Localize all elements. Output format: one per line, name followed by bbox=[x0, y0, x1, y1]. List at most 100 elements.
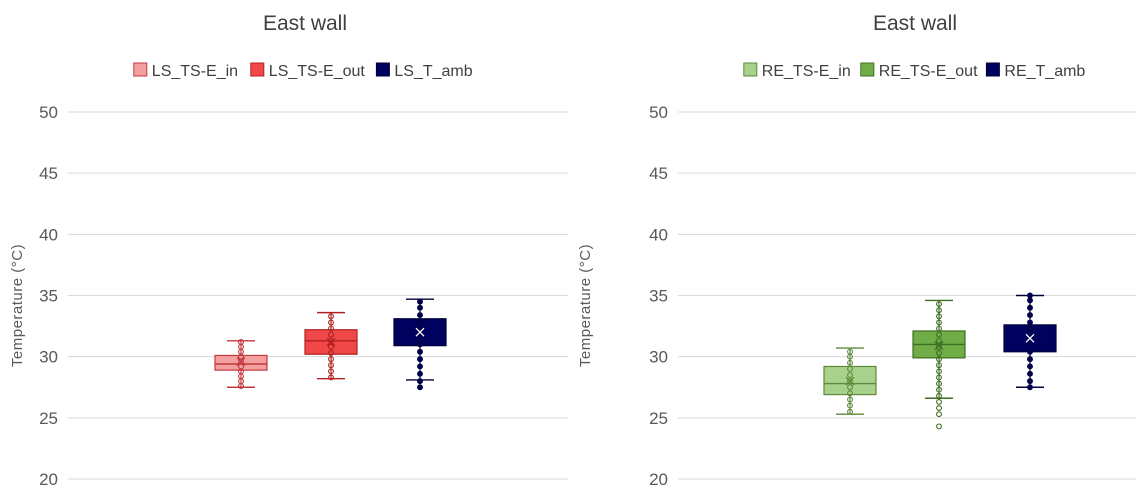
data-point-1-16 bbox=[936, 319, 942, 326]
y-tick-label-30: 30 bbox=[39, 348, 58, 367]
data-point-1-14 bbox=[936, 331, 942, 338]
legend-label-0: LS_TS-E_in bbox=[152, 63, 238, 80]
y-tick-label-35: 35 bbox=[39, 287, 58, 306]
y-tick-label-35: 35 bbox=[649, 287, 668, 306]
data-point-1-7 bbox=[936, 374, 942, 381]
y-axis-label: Temperature (°C) bbox=[9, 244, 26, 367]
data-point-2-9 bbox=[1027, 319, 1033, 326]
data-point-2-6 bbox=[1027, 341, 1033, 348]
data-point-0-10 bbox=[847, 348, 853, 355]
legend-swatch-1 bbox=[250, 62, 265, 77]
data-point-1-10 bbox=[328, 313, 334, 320]
data-point-2-8 bbox=[1027, 326, 1033, 333]
data-point-0-8 bbox=[847, 359, 853, 366]
data-point-2-9 bbox=[417, 319, 423, 326]
y-tick-label-40: 40 bbox=[39, 225, 58, 244]
mean-marker-1 bbox=[934, 341, 944, 351]
data-point-2-3 bbox=[1027, 363, 1033, 370]
chart-title: East wall bbox=[873, 12, 957, 35]
data-point-0-4 bbox=[847, 384, 853, 391]
data-point-0-7 bbox=[847, 365, 853, 372]
legend-label-2: RE_T_amb bbox=[1004, 63, 1085, 80]
data-point-1-0 bbox=[936, 423, 942, 430]
y-tick-label-45: 45 bbox=[649, 164, 668, 183]
mean-marker-2 bbox=[1025, 333, 1035, 343]
y-tick-label-30: 30 bbox=[649, 348, 668, 367]
data-point-1-5 bbox=[328, 343, 334, 350]
legend-swatch-0 bbox=[743, 62, 758, 77]
legend-label-0: RE_TS-E_in bbox=[762, 63, 851, 80]
data-point-1-8 bbox=[936, 368, 942, 375]
data-point-2-1 bbox=[1027, 378, 1033, 385]
data-point-0-1 bbox=[847, 402, 853, 409]
data-point-0-3 bbox=[847, 390, 853, 397]
data-point-2-4 bbox=[1027, 356, 1033, 363]
legend-swatch-2 bbox=[375, 62, 390, 77]
data-point-1-3 bbox=[936, 398, 942, 405]
y-axis-label: Temperature (°C) bbox=[577, 244, 594, 367]
data-point-2-12 bbox=[417, 298, 423, 305]
data-point-2-2 bbox=[417, 370, 423, 377]
chart-title: East wall bbox=[263, 12, 347, 35]
data-point-2-11 bbox=[417, 304, 423, 311]
data-point-2-11 bbox=[1027, 304, 1033, 311]
chart-panel-left: East wall 20 25 30 35 40 45 50 Temperature (°C) L… bbox=[0, 0, 600, 489]
data-point-0-2 bbox=[847, 396, 853, 403]
data-point-2-5 bbox=[1027, 348, 1033, 355]
data-point-1-2 bbox=[328, 362, 334, 369]
box-plot-right: East wall 20 25 30 35 40 45 50 Temperature (°C) R… bbox=[577, 12, 1136, 489]
y-tick-label-25: 25 bbox=[39, 409, 58, 428]
data-point-2-1 bbox=[417, 378, 423, 385]
y-tick-label-50: 50 bbox=[649, 103, 668, 122]
data-point-2-12 bbox=[1027, 297, 1033, 304]
box-0 bbox=[214, 354, 268, 371]
data-point-1-13 bbox=[936, 337, 942, 344]
y-tick-label-25: 25 bbox=[649, 409, 668, 428]
data-point-2-10 bbox=[1027, 312, 1033, 319]
data-point-1-6 bbox=[936, 380, 942, 387]
data-point-2-2 bbox=[1027, 370, 1033, 377]
data-point-1-15 bbox=[936, 325, 942, 332]
legend-swatch-0 bbox=[133, 62, 148, 77]
y-tick-label-50: 50 bbox=[39, 103, 58, 122]
data-point-1-18 bbox=[936, 307, 942, 314]
data-point-1-1 bbox=[936, 411, 942, 418]
data-point-1-3 bbox=[328, 356, 334, 363]
data-point-1-10 bbox=[936, 356, 942, 363]
y-tick-label-45: 45 bbox=[39, 164, 58, 183]
data-point-1-11 bbox=[936, 350, 942, 356]
data-point-2-6 bbox=[417, 341, 423, 348]
mean-marker-1 bbox=[326, 337, 336, 347]
data-point-1-7 bbox=[328, 331, 334, 338]
data-point-2-7 bbox=[417, 334, 423, 341]
mean-marker-0 bbox=[236, 357, 246, 367]
data-point-2-0 bbox=[1027, 384, 1033, 391]
data-point-1-4 bbox=[936, 392, 942, 399]
data-point-2-13 bbox=[1027, 292, 1033, 299]
box-plot-left: East wall 20 25 30 35 40 45 50 Temperature (°C) L… bbox=[9, 12, 600, 489]
data-point-1-9 bbox=[328, 319, 334, 326]
data-point-2-7 bbox=[1027, 334, 1033, 341]
y-tick-label-40: 40 bbox=[649, 225, 668, 244]
data-point-1-2 bbox=[936, 405, 942, 411]
y-tick-label-20: 20 bbox=[649, 470, 668, 489]
legend-label-1: RE_TS-E_out bbox=[879, 63, 978, 80]
data-point-2-4 bbox=[417, 356, 423, 363]
data-point-2-3 bbox=[417, 363, 423, 370]
chart-panel-right: East wall 20 25 30 35 40 45 50 Temperature (°C) R… bbox=[568, 0, 1136, 489]
legend-swatch-1 bbox=[860, 62, 875, 77]
mean-marker-2 bbox=[415, 327, 425, 337]
data-point-1-1 bbox=[328, 368, 334, 375]
data-point-1-8 bbox=[328, 325, 334, 332]
data-point-1-19 bbox=[936, 301, 942, 308]
legend-swatch-2 bbox=[985, 62, 1000, 77]
data-point-0-9 bbox=[238, 339, 244, 345]
data-point-1-6 bbox=[328, 337, 334, 344]
data-point-2-0 bbox=[417, 384, 423, 391]
data-point-0-0 bbox=[847, 408, 853, 415]
legend-label-1: LS_TS-E_out bbox=[269, 63, 366, 80]
mean-marker-0 bbox=[845, 376, 855, 386]
data-point-1-12 bbox=[936, 343, 942, 350]
y-tick-label-20: 20 bbox=[39, 470, 58, 489]
data-point-1-5 bbox=[936, 386, 942, 393]
